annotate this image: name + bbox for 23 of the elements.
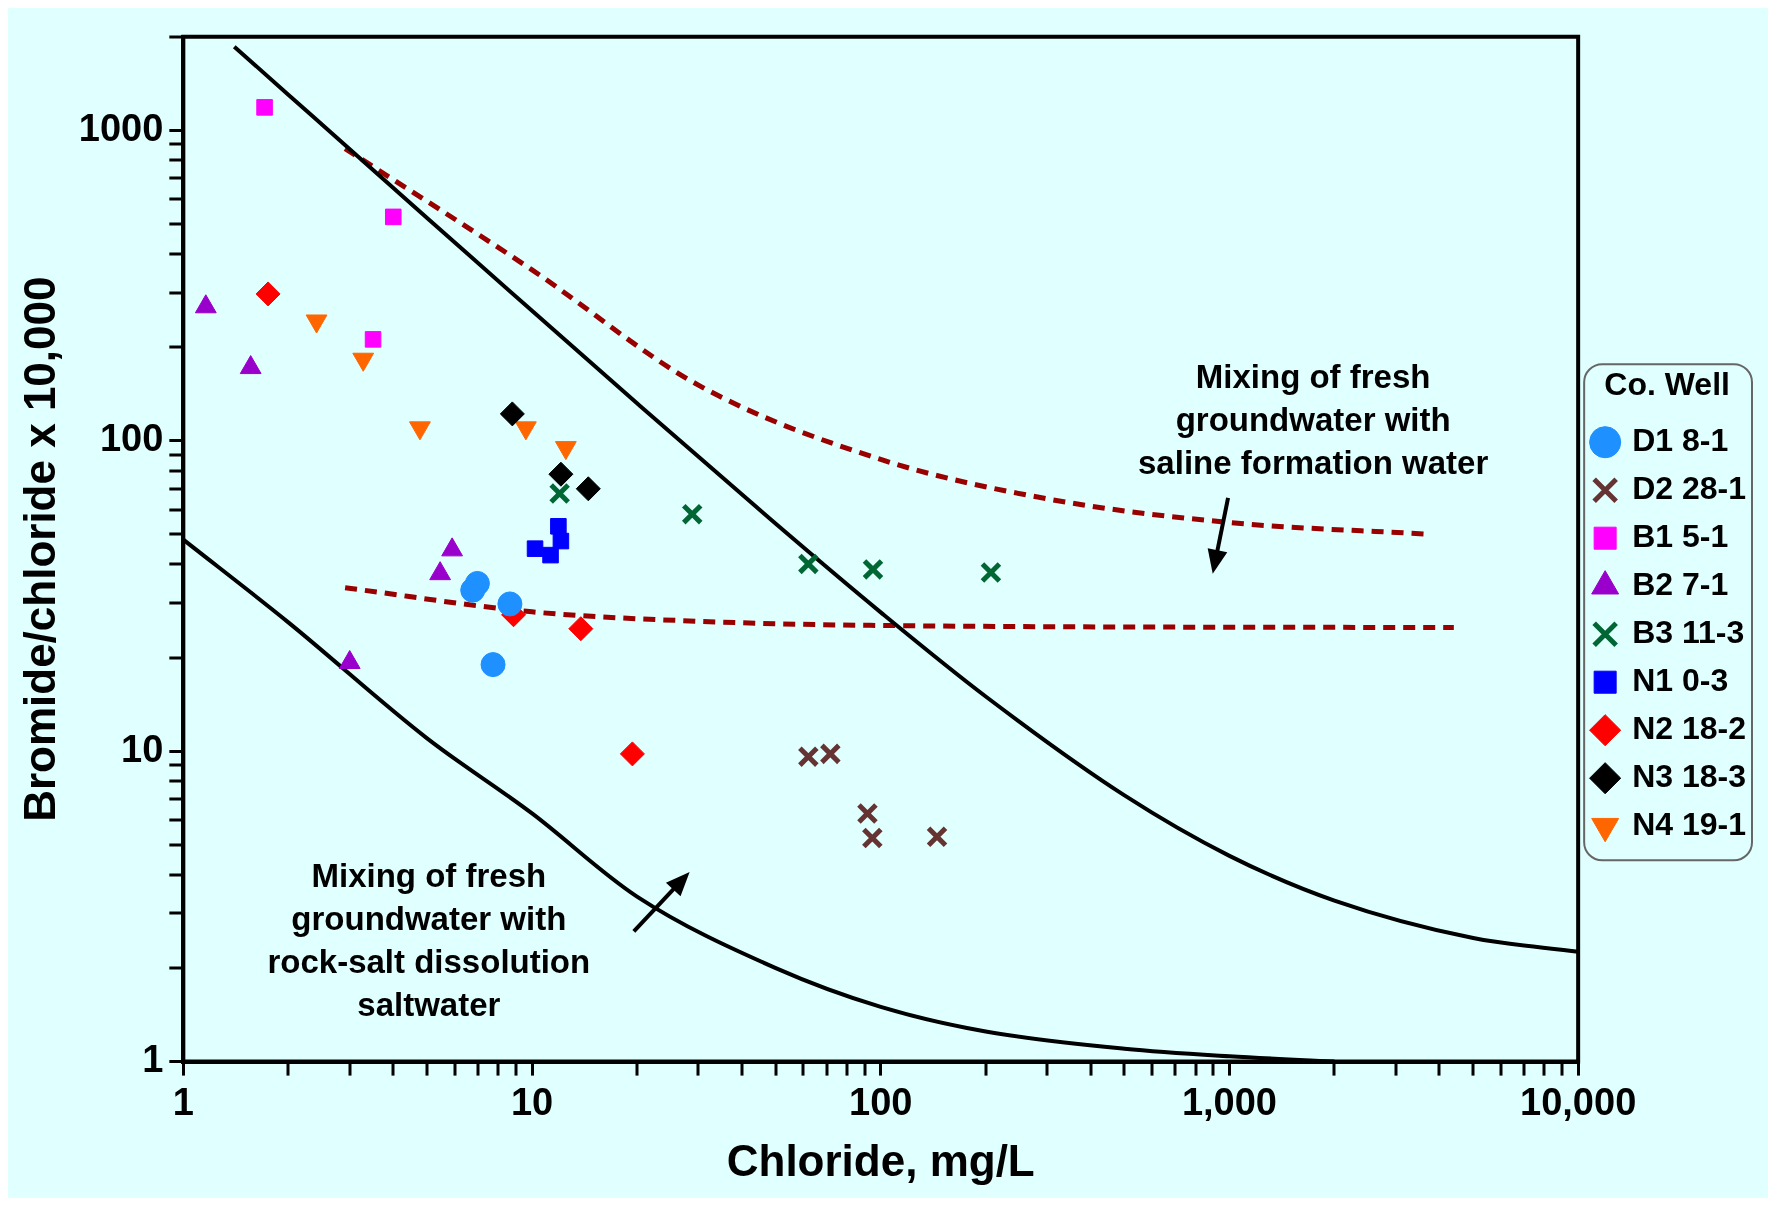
x-tick-label: 10 bbox=[510, 1080, 554, 1123]
x-tick-label: 10,000 bbox=[1520, 1080, 1637, 1123]
y-tick-label: 10 bbox=[121, 727, 164, 770]
y-tick-label: 100 bbox=[99, 417, 164, 460]
legend-label: N1 0-3 bbox=[1632, 662, 1729, 699]
x-axis-title: Chloride, mg/L bbox=[726, 1135, 1035, 1185]
y-tick-label: 1000 bbox=[78, 106, 164, 149]
x-tick-label: 1,000 bbox=[1181, 1080, 1277, 1123]
annotation: Mixing of fresh groundwater with rock-salt dissolution saltwater bbox=[267, 857, 591, 1024]
x-tick-label: 100 bbox=[849, 1080, 913, 1123]
annotation: Mixing of fresh groundwater with saline formation water bbox=[1138, 358, 1489, 482]
legend-label: B3 11-3 bbox=[1632, 614, 1745, 651]
legend-label: D1 8-1 bbox=[1632, 422, 1729, 459]
y-axis-title: Bromide/chloride x 10,000 bbox=[14, 276, 64, 822]
y-tick-label: 1 bbox=[142, 1038, 164, 1081]
legend-label: B1 5-1 bbox=[1632, 518, 1729, 555]
x-tick-label: 1 bbox=[172, 1080, 194, 1123]
legend-label: N2 18-2 bbox=[1632, 710, 1746, 747]
legend-title: Co. Well bbox=[1604, 365, 1730, 402]
legend-label: N3 18-3 bbox=[1632, 758, 1746, 795]
legend-label: D2 28-1 bbox=[1632, 470, 1746, 507]
legend-label: N4 19-1 bbox=[1632, 806, 1746, 843]
legend-label: B2 7-1 bbox=[1632, 566, 1729, 603]
